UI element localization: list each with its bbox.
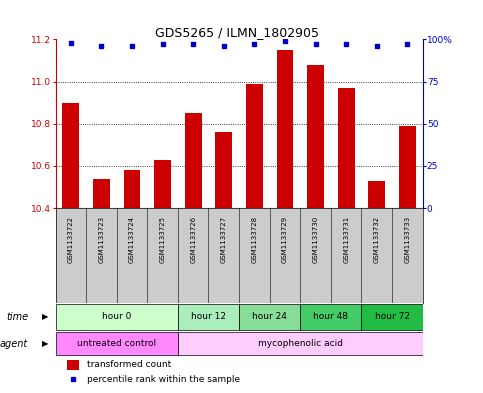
Bar [178, 304, 239, 330]
Bar [246, 84, 263, 208]
Text: mycophenolic acid: mycophenolic acid [258, 340, 343, 349]
Bar [67, 360, 79, 370]
Text: GSM1133727: GSM1133727 [221, 216, 227, 263]
Text: untreated control: untreated control [77, 340, 156, 349]
Bar [338, 88, 355, 208]
Bar [124, 170, 141, 208]
Text: hour 24: hour 24 [252, 312, 287, 321]
Text: ▶: ▶ [42, 340, 48, 349]
Bar [93, 178, 110, 208]
Text: GSM1133726: GSM1133726 [190, 216, 196, 263]
Bar [361, 304, 423, 330]
Bar [178, 332, 423, 356]
Bar [277, 50, 293, 208]
Text: GSM1133729: GSM1133729 [282, 216, 288, 263]
Bar [399, 126, 416, 208]
Text: GSM1133731: GSM1133731 [343, 216, 349, 263]
Bar [215, 132, 232, 208]
Text: percentile rank within the sample: percentile rank within the sample [87, 375, 240, 384]
Bar [239, 304, 300, 330]
Bar [369, 181, 385, 208]
Text: GSM1133730: GSM1133730 [313, 216, 319, 263]
Text: GSM1133722: GSM1133722 [68, 216, 74, 263]
Text: GSM1133733: GSM1133733 [404, 216, 411, 263]
Bar [185, 113, 201, 208]
Text: agent: agent [0, 339, 28, 349]
Bar [62, 103, 79, 208]
Text: hour 48: hour 48 [313, 312, 348, 321]
Text: time: time [6, 312, 28, 322]
Text: GSM1133728: GSM1133728 [251, 216, 257, 263]
Text: hour 72: hour 72 [374, 312, 410, 321]
Text: GSM1133732: GSM1133732 [374, 216, 380, 263]
Text: ▶: ▶ [42, 312, 48, 321]
Text: GSM1133723: GSM1133723 [99, 216, 104, 263]
Text: GSM1133724: GSM1133724 [129, 216, 135, 263]
Bar [154, 160, 171, 208]
Bar [56, 332, 178, 356]
Bar [56, 304, 178, 330]
Bar [307, 64, 324, 208]
Text: GSM1133725: GSM1133725 [159, 216, 166, 263]
Text: hour 0: hour 0 [102, 312, 131, 321]
Text: transformed count: transformed count [87, 360, 171, 369]
Text: GDS5265 / ILMN_1802905: GDS5265 / ILMN_1802905 [155, 26, 319, 39]
Text: hour 12: hour 12 [191, 312, 226, 321]
Bar [300, 304, 361, 330]
